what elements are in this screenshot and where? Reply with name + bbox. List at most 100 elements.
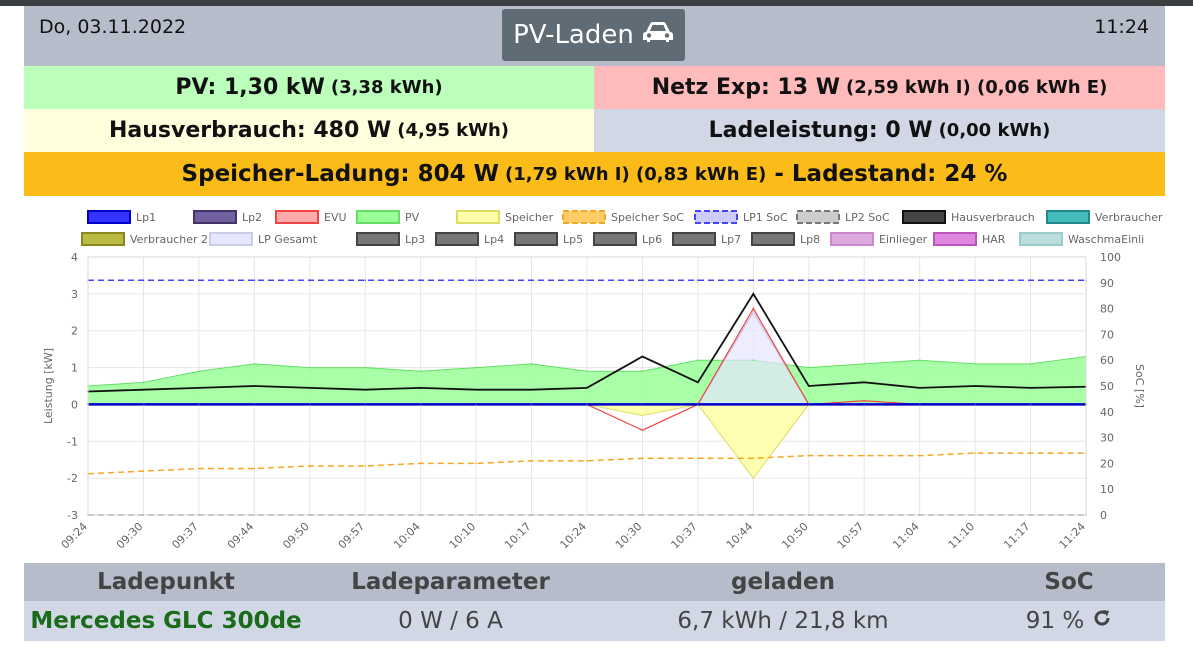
data-point	[697, 403, 699, 406]
data-point	[863, 363, 866, 365]
legend-label: LP1 SoC	[743, 211, 788, 224]
summary-row-1: PV: 1,30 kW (3,38 kWh) Netz Exp: 13 W (2…	[24, 66, 1165, 109]
pv-laden-button[interactable]: PV-Laden	[502, 9, 685, 61]
data-point	[364, 366, 367, 369]
data-point	[752, 359, 755, 361]
speicher-main: Speicher-Ladung: 804 W	[181, 161, 499, 187]
data-point	[586, 403, 588, 406]
x-tick-label: 11:10	[946, 520, 978, 552]
legend-label: Lp4	[484, 233, 504, 246]
data-point	[142, 279, 145, 282]
y2-tick-label: 50	[1100, 380, 1114, 393]
x-tick-label: 10:37	[668, 520, 700, 552]
data-point	[641, 370, 644, 373]
y-tick-label: 2	[71, 325, 78, 338]
data-point	[697, 457, 699, 460]
legend-swatch	[694, 210, 738, 224]
data-point	[253, 279, 256, 282]
data-point	[641, 403, 644, 406]
legend-label: Einlieger	[879, 233, 928, 246]
data-point	[253, 385, 256, 387]
car-name-link[interactable]: Mercedes GLC 300de	[30, 608, 302, 634]
x-tick-label: 10:57	[835, 520, 867, 552]
data-point	[697, 381, 699, 384]
window-top-strip	[0, 0, 1193, 6]
data-point	[974, 452, 976, 454]
legend-swatch	[275, 210, 319, 224]
legend-label: Speicher	[505, 211, 554, 224]
ladepunkt-table: Ladepunkt Ladeparameter geladen SoC Merc…	[24, 563, 1165, 641]
legend-label: Lp7	[721, 233, 741, 246]
data-point	[308, 403, 311, 406]
haus-sub: (4,95 kWh)	[397, 120, 510, 141]
soc-cell: 91 %	[973, 601, 1165, 641]
y2-tick-label: 60	[1100, 354, 1114, 367]
data-point	[475, 279, 477, 282]
x-tick-label: 09:24	[59, 520, 91, 552]
y2-tick-label: 10	[1100, 483, 1114, 496]
netz-summary: Netz Exp: 13 W (2,59 kWh I) (0,06 kWh E)	[594, 66, 1165, 109]
y2-tick-label: 70	[1100, 328, 1114, 341]
data-point	[142, 381, 145, 384]
legend-swatch	[562, 210, 606, 224]
haus-main: Hausverbrauch: 480 W	[108, 118, 392, 143]
legend-swatch	[796, 210, 840, 224]
data-point	[586, 460, 588, 462]
y-tick-label: 1	[71, 362, 78, 375]
data-point	[641, 429, 644, 432]
legend-label: WaschmaEinli	[1068, 233, 1144, 246]
legend-swatch	[672, 232, 716, 246]
x-tick-label: 09:30	[114, 520, 146, 552]
summary-row-3: Speicher-Ladung: 804 W (1,79 kWh I) (0,8…	[24, 152, 1165, 196]
legend-swatch	[356, 232, 400, 246]
header: Do, 03.11.2022 PV-Laden 11:24	[24, 6, 1165, 66]
x-tick-label: 09:50	[280, 520, 312, 552]
data-point	[308, 387, 311, 389]
data-point	[974, 403, 976, 406]
legend-label: PV	[405, 211, 420, 224]
data-point	[752, 307, 755, 310]
col-header-ladepunkt: Ladepunkt	[97, 569, 235, 595]
netz-main: Netz Exp: 13 W	[651, 75, 840, 100]
data-point	[475, 366, 477, 369]
data-point	[1029, 452, 1032, 454]
data-point	[807, 279, 810, 282]
power-chart[interactable]: Lp1 Lp2 EVU PV Speicher Speicher SoC LP1 SoC LP…	[24, 203, 1165, 558]
data-point	[198, 370, 200, 373]
table-header-row: Ladepunkt Ladeparameter geladen SoC	[24, 563, 1165, 601]
geladen-value: 6,7 kWh / 21,8 km	[677, 608, 889, 634]
soc-value: 91 %	[1025, 608, 1085, 634]
data-point	[807, 403, 810, 406]
pv-sub: (3,38 kWh)	[330, 77, 443, 98]
legend-swatch	[933, 232, 977, 246]
data-point	[752, 477, 755, 479]
haus-summary: Hausverbrauch: 480 W (4,95 kWh)	[24, 109, 594, 152]
x-tick-label: 10:50	[779, 520, 811, 552]
legend-swatch	[593, 232, 637, 246]
header-date: Do, 03.11.2022	[39, 16, 187, 38]
data-point	[641, 457, 644, 460]
y2-tick-label: 90	[1100, 277, 1114, 290]
legend-label: Lp8	[800, 233, 820, 246]
data-point	[364, 403, 367, 406]
data-point	[308, 279, 311, 282]
data-point	[752, 279, 755, 282]
data-point	[752, 403, 755, 406]
reload-icon[interactable]	[1092, 608, 1112, 634]
data-point	[974, 279, 976, 282]
data-point	[364, 465, 367, 467]
y2-tick-label: 40	[1100, 406, 1114, 419]
speicher-sub: (1,79 kWh I) (0,83 kWh E)	[505, 163, 767, 185]
legend-label: HAR	[982, 233, 1006, 246]
pv-main: PV: 1,30 kW	[175, 75, 325, 100]
legend-swatch	[193, 210, 237, 224]
data-point	[142, 388, 145, 391]
legend-swatch	[514, 232, 558, 246]
x-tick-label: 10:24	[558, 520, 590, 552]
legend-label: Speicher SoC	[611, 211, 684, 224]
data-point	[308, 465, 311, 467]
speicher-soc: - Ladestand: 24 %	[774, 161, 1008, 187]
y2-tick-label: 0	[1100, 509, 1107, 522]
data-point	[1029, 363, 1032, 365]
data-point	[918, 403, 921, 406]
